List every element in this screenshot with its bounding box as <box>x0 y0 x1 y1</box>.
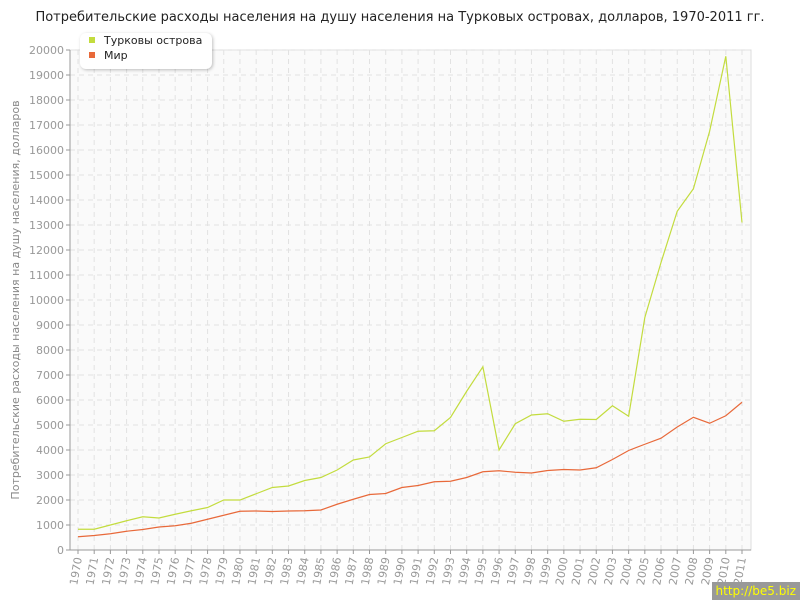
y-tick-label: 2000 <box>36 494 64 507</box>
x-tick-label: 1985 <box>310 556 328 586</box>
x-tick-label: 1977 <box>181 556 199 586</box>
x-tick-label: 1986 <box>326 556 344 586</box>
y-tick-label: 9000 <box>36 319 64 332</box>
x-tick-label: 1972 <box>100 556 118 586</box>
x-tick-label: 2005 <box>634 556 652 586</box>
x-tick-label: 1991 <box>407 556 425 586</box>
x-tick-label: 2009 <box>699 556 717 586</box>
x-tick-label: 1987 <box>343 556 361 586</box>
x-tick-label: 1980 <box>229 556 247 586</box>
y-tick-label: 6000 <box>36 394 64 407</box>
x-tick-label: 1976 <box>164 556 182 586</box>
y-tick-label: 5000 <box>36 419 64 432</box>
y-tick-label: 16000 <box>29 144 64 157</box>
legend-label: Турковы острова <box>104 34 203 47</box>
x-tick-label: 1970 <box>67 556 85 586</box>
y-tick-label: 4000 <box>36 444 64 457</box>
x-tick-label: 1992 <box>424 556 442 586</box>
x-tick-label: 1983 <box>278 556 296 586</box>
legend-item-turks[interactable]: Турковы острова <box>80 33 212 48</box>
x-tick-label: 1979 <box>213 556 231 586</box>
legend-swatch <box>89 37 95 43</box>
x-tick-label: 2001 <box>569 556 587 586</box>
x-tick-label: 2011 <box>731 556 749 586</box>
x-tick-label: 1971 <box>83 556 101 586</box>
x-tick-label: 1989 <box>375 556 393 586</box>
x-tick-label: 1982 <box>262 556 280 586</box>
y-tick-label: 8000 <box>36 344 64 357</box>
y-tick-label: 17000 <box>29 119 64 132</box>
x-tick-label: 1998 <box>521 556 539 586</box>
x-tick-label: 2002 <box>586 556 604 586</box>
x-tick-label: 1974 <box>132 556 150 586</box>
x-tick-label: 1990 <box>391 556 409 586</box>
x-tick-label: 2004 <box>618 556 636 586</box>
x-tick-label: 1988 <box>359 556 377 586</box>
x-tick-label: 1997 <box>505 556 523 586</box>
y-tick-label: 12000 <box>29 244 64 257</box>
x-tick-label: 2007 <box>667 556 685 586</box>
y-tick-label: 14000 <box>29 194 64 207</box>
x-tick-label: 1996 <box>488 556 506 586</box>
x-tick-label: 2008 <box>683 556 701 586</box>
legend-item-world[interactable]: Мир <box>80 48 212 63</box>
y-tick-label: 18000 <box>29 94 64 107</box>
x-tick-label: 1993 <box>440 556 458 586</box>
series-line-0 <box>78 56 743 530</box>
y-tick-label: 20000 <box>29 44 64 57</box>
watermark[interactable]: http://be5.biz <box>711 582 800 600</box>
x-tick-label: 1995 <box>472 556 490 586</box>
x-tick-label: 1975 <box>148 556 166 586</box>
x-tick-label: 2000 <box>553 556 571 586</box>
chart-title: Потребительские расходы населения на душ… <box>35 10 765 25</box>
legend-label: Мир <box>104 49 128 62</box>
y-tick-label: 1000 <box>36 519 64 532</box>
x-tick-label: 1984 <box>294 556 312 586</box>
x-tick-label: 1994 <box>456 556 474 586</box>
x-tick-label: 2010 <box>715 556 733 586</box>
x-tick-label: 1999 <box>537 556 555 586</box>
y-tick-label: 13000 <box>29 219 64 232</box>
x-tick-label: 2003 <box>602 556 620 586</box>
y-tick-label: 11000 <box>29 269 64 282</box>
y-tick-label: 15000 <box>29 169 64 182</box>
series-line-1 <box>77 401 743 538</box>
y-tick-label: 0 <box>57 544 64 557</box>
x-tick-label: 2006 <box>650 556 668 586</box>
y-tick-label: 3000 <box>36 469 64 482</box>
x-tick-label: 1981 <box>245 556 263 586</box>
x-tick-label: 1973 <box>116 556 134 586</box>
legend-swatch <box>89 52 95 58</box>
y-tick-label: 10000 <box>29 294 64 307</box>
y-axis-label: Потребительские расходы населения на душ… <box>9 100 22 499</box>
y-tick-label: 19000 <box>29 69 64 82</box>
legend: Турковы острова Мир <box>80 33 212 69</box>
y-tick-label: 7000 <box>36 369 64 382</box>
x-tick-label: 1978 <box>197 556 215 586</box>
